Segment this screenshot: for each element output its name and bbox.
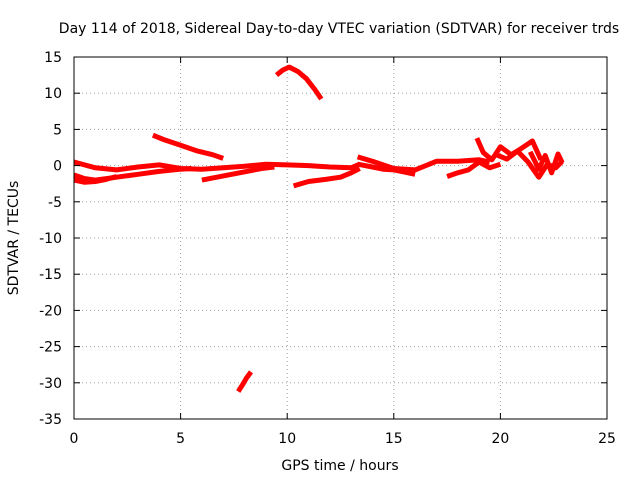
series-arc-3	[73, 174, 118, 185]
x-tick-label: 10	[278, 431, 296, 447]
x-axis-label: GPS time / hours	[281, 458, 398, 474]
y-tick-label: 5	[53, 122, 62, 138]
series-arc-12	[474, 137, 544, 163]
y-tick-label: -10	[39, 231, 62, 247]
y-tick-label: -25	[39, 340, 62, 356]
y-tick-label: 15	[44, 50, 62, 66]
x-tick-label: 25	[598, 431, 616, 447]
series-arc-2	[73, 166, 192, 183]
y-tick-label: 0	[53, 159, 62, 175]
y-tick-labels: -35 -30 -25 -20 -15 -10 -5 0 5 10 15	[39, 50, 62, 428]
y-tick-label: -35	[39, 412, 62, 428]
y-tick-label: -5	[48, 195, 62, 211]
x-tick-label: 20	[491, 431, 509, 447]
grid	[74, 57, 607, 419]
plot-frame	[73, 56, 608, 420]
ticks	[73, 56, 608, 420]
x-tick-label: 15	[385, 431, 403, 447]
series-arc-10	[357, 161, 416, 177]
series-arc-1	[73, 159, 361, 173]
series-arc-14	[527, 150, 565, 176]
y-tick-label: 10	[44, 86, 62, 102]
series-arc-6	[274, 64, 324, 101]
series-arc-9	[356, 154, 491, 173]
chart-title: Day 114 of 2018, Sidereal Day-to-day VTE…	[59, 21, 619, 37]
series-arc-8	[236, 370, 254, 393]
y-tick-label: -30	[39, 376, 62, 392]
x-tick-label: 5	[176, 431, 185, 447]
x-tick-label: 0	[70, 431, 79, 447]
x-tick-labels: 0 5 10 15 20 25	[70, 431, 616, 447]
series-arc-11	[446, 159, 502, 179]
y-tick-label: -20	[39, 303, 62, 319]
series-arc-4	[151, 132, 225, 161]
y-tick-label: -15	[39, 267, 62, 283]
series-arc-5	[201, 164, 275, 183]
series-layer	[73, 64, 565, 393]
y-axis-label: SDTVAR / TECUs	[6, 181, 22, 296]
series-arc-7	[292, 166, 361, 189]
